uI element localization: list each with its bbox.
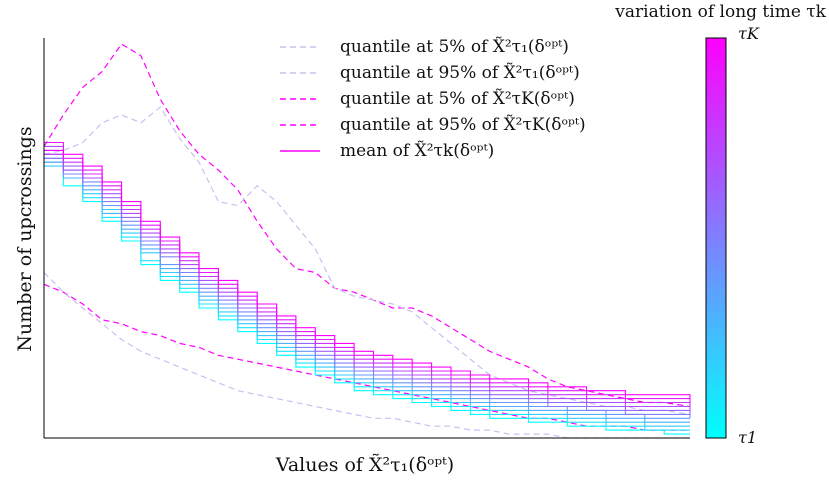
legend-entry: quantile at 5% of X̃²τK(δᵒᵖᵗ) <box>280 86 586 112</box>
legend-label: quantile at 95% of X̃²τK(δᵒᵖᵗ) <box>340 115 586 135</box>
mean-line <box>44 165 690 427</box>
legend-swatch <box>280 124 320 126</box>
colorbar-top-label: τK <box>738 24 759 43</box>
legend-swatch <box>280 72 320 74</box>
mean-line <box>44 145 691 411</box>
legend-swatch <box>280 150 320 152</box>
legend-label: quantile at 5% of X̃²τ₁(δᵒᵖᵗ) <box>340 37 569 57</box>
mean-line <box>44 153 691 407</box>
mean-line <box>44 157 691 415</box>
legend-entry: quantile at 5% of X̃²τ₁(δᵒᵖᵗ) <box>280 34 586 60</box>
legend-entry: mean of X̃²τk(δᵒᵖᵗ) <box>280 138 586 164</box>
quantile-line <box>43 106 691 415</box>
x-axis-label: Values of X̃²τ₁(δᵒᵖᵗ) <box>275 454 455 476</box>
legend-label: quantile at 5% of X̃²τK(δᵒᵖᵗ) <box>340 89 575 109</box>
legend-label: mean of X̃²τk(δᵒᵖᵗ) <box>340 141 495 161</box>
mean-line <box>44 153 690 423</box>
mean-line <box>44 149 691 419</box>
mean-line <box>44 161 690 419</box>
legend-label: quantile at 95% of X̃²τ₁(δᵒᵖᵗ) <box>340 63 580 83</box>
mean-line <box>44 141 691 403</box>
mean-line <box>44 161 690 435</box>
colorbar-title: variation of long time τk <box>615 2 826 22</box>
quantile-line <box>43 283 690 431</box>
legend-entry: quantile at 95% of X̃²τ₁(δᵒᵖᵗ) <box>280 60 586 86</box>
quantile-line <box>43 43 691 408</box>
colorbar-bottom-label: τ1 <box>738 428 758 447</box>
mean-line <box>44 149 691 399</box>
legend-swatch <box>280 98 320 100</box>
legend-swatch <box>280 46 320 48</box>
legend: quantile at 5% of X̃²τ₁(δᵒᵖᵗ) quantile a… <box>280 34 586 164</box>
colorbar <box>705 37 727 439</box>
mean-line <box>44 157 690 431</box>
y-axis-label: Number of upcrossings <box>14 126 36 352</box>
legend-entry: quantile at 95% of X̃²τK(δᵒᵖᵗ) <box>280 112 586 138</box>
mean-lines <box>44 141 691 435</box>
